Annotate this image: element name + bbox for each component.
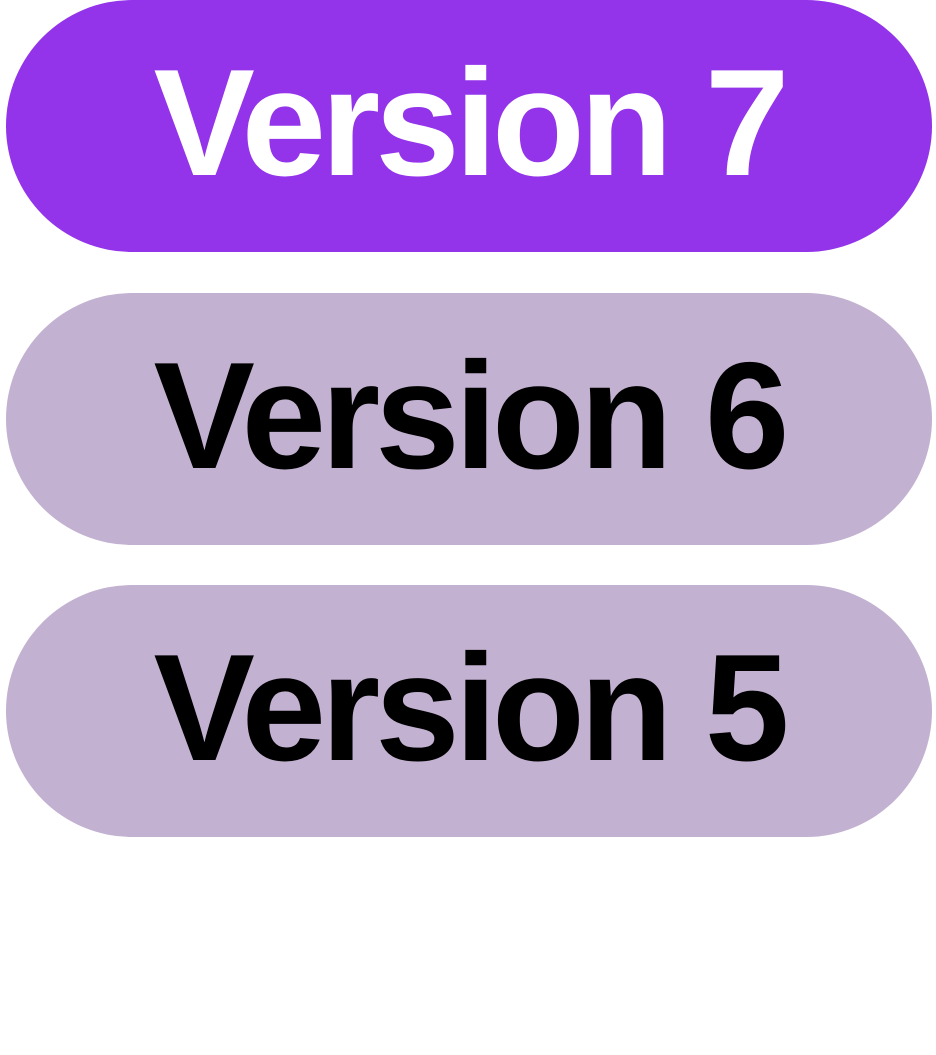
version-option-6[interactable]: Version 6 — [6, 293, 932, 545]
version-option-label: Version 7 — [153, 38, 790, 208]
version-option-7[interactable]: Version 7 — [6, 0, 932, 252]
version-option-5[interactable]: Version 5 — [6, 585, 932, 837]
version-option-label: Version 6 — [153, 331, 790, 501]
version-option-label: Version 5 — [153, 623, 790, 793]
